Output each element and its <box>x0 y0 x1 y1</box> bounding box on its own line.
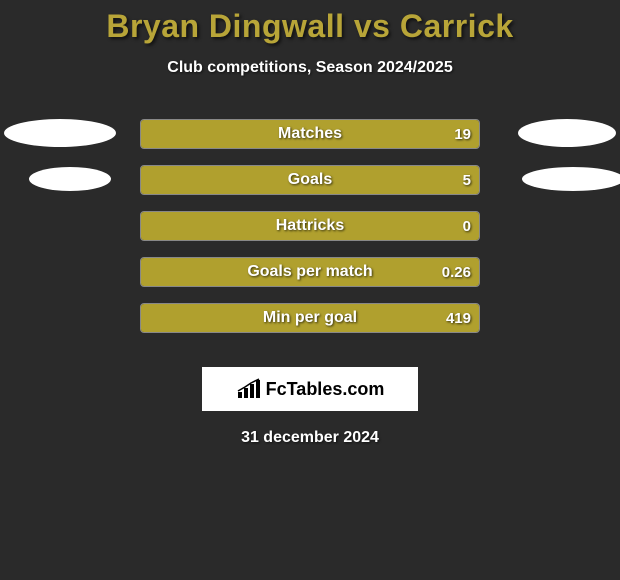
stats-area: Matches 19 Goals 5 Hattricks 0 Goals per… <box>0 119 620 349</box>
bar-label: Matches <box>141 120 479 148</box>
page-title: Bryan Dingwall vs Carrick <box>0 0 620 45</box>
stat-row: Goals per match 0.26 <box>0 257 620 303</box>
stat-row: Goals 5 <box>0 165 620 211</box>
bar-label: Hattricks <box>141 212 479 240</box>
logo-inner: FcTables.com <box>236 378 385 400</box>
stat-bar-hattricks: Hattricks 0 <box>140 211 480 241</box>
bar-label: Goals per match <box>141 258 479 286</box>
bar-value: 419 <box>446 304 471 332</box>
bar-value: 5 <box>463 166 471 194</box>
stat-bar-min-per-goal: Min per goal 419 <box>140 303 480 333</box>
stat-bar-matches: Matches 19 <box>140 119 480 149</box>
watermark-logo: FcTables.com <box>202 367 418 411</box>
bar-value: 0 <box>463 212 471 240</box>
stat-row: Matches 19 <box>0 119 620 165</box>
subtitle: Club competitions, Season 2024/2025 <box>0 59 620 77</box>
stat-row: Min per goal 419 <box>0 303 620 349</box>
bar-label: Min per goal <box>141 304 479 332</box>
comparison-infographic: Bryan Dingwall vs Carrick Club competiti… <box>0 0 620 580</box>
stat-bar-goals-per-match: Goals per match 0.26 <box>140 257 480 287</box>
date-line: 31 december 2024 <box>0 429 620 447</box>
logo-text: FcTables.com <box>266 379 385 400</box>
stat-row: Hattricks 0 <box>0 211 620 257</box>
stat-bar-goals: Goals 5 <box>140 165 480 195</box>
bar-chart-icon <box>236 378 262 400</box>
bar-value: 19 <box>454 120 471 148</box>
bar-value: 0.26 <box>442 258 471 286</box>
bar-label: Goals <box>141 166 479 194</box>
